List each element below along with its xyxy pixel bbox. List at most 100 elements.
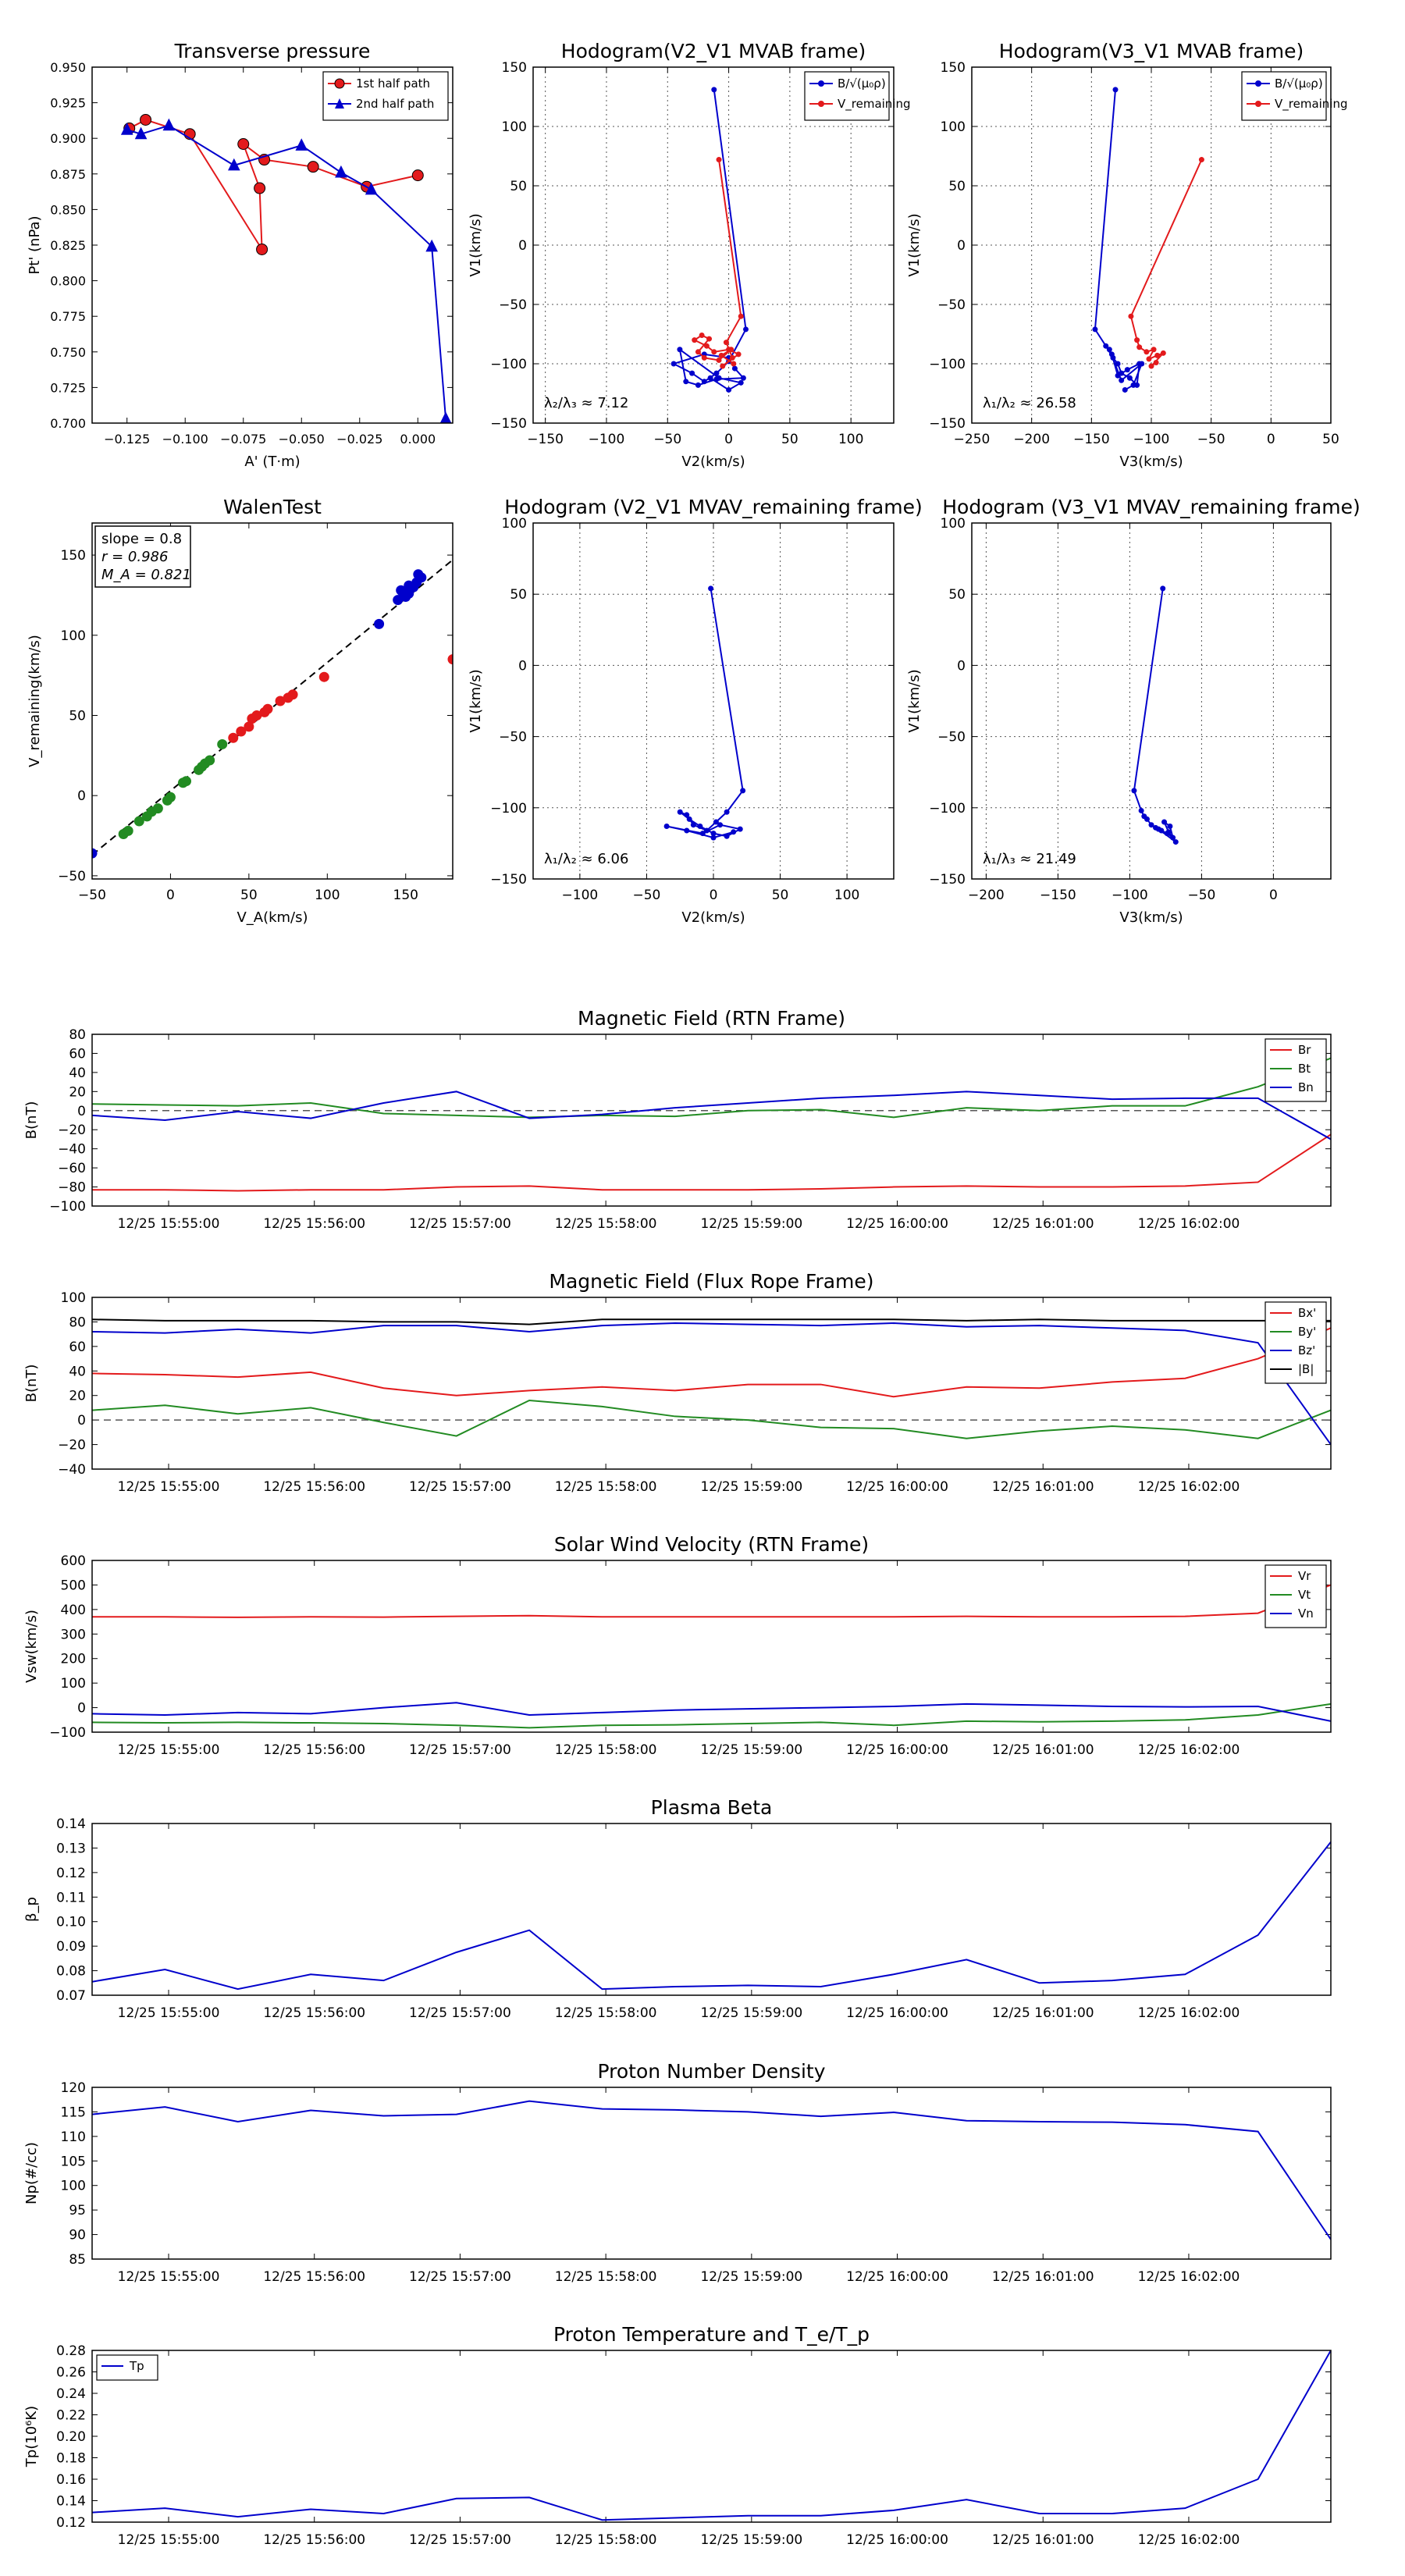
ts_tp-panel: 12/25 15:55:00 12/25 15:56:00 12/25 15:57:… — [23, 2323, 1332, 2548]
ts_beta-axes-frame — [91, 1823, 1332, 1996]
walen-series-2-point — [152, 803, 163, 814]
ts_rtn-xtick-label: 12/25 16:01:00 — [992, 1216, 1094, 1232]
h3-series-0-point — [724, 809, 730, 815]
ts_fr-ytick-label: 20 — [69, 1389, 86, 1404]
h4-xtick-label: −150 — [1040, 888, 1076, 903]
tp-series-0-line — [129, 119, 418, 253]
h2-series-0-line — [1094, 89, 1144, 391]
ts_rtn-legend-label: Br — [1298, 1043, 1311, 1057]
ts_tp-legend — [96, 2354, 158, 2381]
ts_rtn-axes-frame — [91, 1034, 1332, 1207]
h1-ytick-label: 150 — [502, 60, 527, 76]
ts_v-xtick-label: 12/25 16:02:00 — [1138, 1742, 1240, 1758]
h2-series-0-point — [1119, 377, 1125, 383]
tp-legend — [322, 71, 449, 121]
tp-series-1-point — [335, 165, 347, 178]
walen-fit-line — [92, 559, 453, 856]
ts_v-ytick-label: 0 — [77, 1701, 86, 1717]
ts_rtn-xtick-label: 12/25 15:56:00 — [263, 1216, 365, 1232]
walen-series-1-point — [447, 654, 453, 665]
walen-series-1-point — [228, 732, 239, 743]
tp-legend-marker — [335, 98, 344, 109]
ts_v-ytick-label: 100 — [61, 1676, 86, 1692]
h3-series-0-point — [708, 585, 714, 592]
ts_fr-ytick-label: −40 — [58, 1462, 86, 1478]
h1-xtick-label: 100 — [838, 432, 863, 447]
h4-axes-frame — [971, 522, 1332, 880]
ts_v-legend-label: Vt — [1298, 1588, 1311, 1602]
ts_v-ytick-label: 400 — [61, 1603, 86, 1618]
h3-ytick-label: −50 — [499, 730, 527, 745]
h1-ytick-label: 50 — [510, 179, 527, 194]
ts_beta-xtick-label: 12/25 16:00:00 — [846, 2005, 948, 2021]
ts_tp-ytick-label: 0.20 — [56, 2429, 86, 2445]
walen-series-1-point — [318, 671, 329, 682]
ts_rtn-legend-label: Bt — [1298, 1062, 1311, 1076]
ts_v-axes-frame — [91, 1560, 1332, 1733]
walen-series-1-point — [236, 726, 247, 737]
tp-series-1-point — [228, 158, 240, 171]
ts_fr-series-3-line — [92, 1318, 1331, 1325]
h3-series-0-point — [677, 809, 683, 815]
h1-series-0-point — [695, 382, 701, 388]
ts_np-ytick-label: 100 — [61, 2179, 86, 2194]
h1-data — [670, 87, 749, 393]
tp-legend-label: 1st half path — [356, 76, 430, 91]
h4-series-0-point — [1165, 829, 1172, 835]
ts_beta-ytick-label: 0.09 — [56, 1939, 86, 1955]
h1-series-0-line — [671, 89, 747, 391]
tp-ytick-label: 0.950 — [50, 60, 86, 75]
tp-ytick-label: 0.900 — [50, 131, 86, 146]
ts_v-ytick-label: −100 — [49, 1725, 86, 1741]
h1-series-1-point — [706, 336, 713, 342]
tp-series-1-point — [365, 182, 378, 195]
ts_rtn-xtick-label: 12/25 15:55:00 — [118, 1216, 220, 1232]
tp-xtick-label: −0.050 — [279, 432, 325, 447]
ts_beta-xtick-label: 12/25 15:58:00 — [555, 2005, 657, 2021]
tp-xtick-label: −0.025 — [336, 432, 382, 447]
h4-series-0-point — [1138, 807, 1144, 813]
tp-series-0-point — [254, 182, 266, 194]
tp-series-0-point — [307, 161, 319, 173]
h4-series-0-point — [1155, 826, 1161, 832]
ts_fr-panel: 12/25 15:55:00 12/25 15:56:00 12/25 15:57:… — [23, 1270, 1332, 1495]
ts_fr-ytick-label: −20 — [58, 1438, 86, 1453]
h4-ytick-label: 100 — [941, 516, 966, 532]
ts_rtn-series-2-line — [92, 1091, 1331, 1140]
h1-series-0-point — [670, 361, 677, 367]
h4-series-0-point — [1160, 585, 1166, 592]
h3-xtick-label: −100 — [562, 888, 599, 903]
ts_v-ytick-label: 500 — [61, 1578, 86, 1593]
ts_v-ylabel: Vsw(km/s) — [23, 1610, 40, 1683]
tp-series-1-point — [120, 123, 133, 135]
walen-series-0-point — [404, 580, 414, 591]
ts_beta-ytick-label: 0.14 — [56, 1816, 86, 1832]
h2-legend-marker — [1255, 80, 1261, 87]
h4-xtick-label: −50 — [1187, 888, 1215, 903]
h1-ytick-label: −150 — [490, 416, 527, 432]
h3-title: Hodogram (V2_V1 MVAV_remaining frame) — [504, 496, 923, 518]
ts_rtn-xtick-label: 12/25 15:59:00 — [700, 1216, 802, 1232]
h2-annotation: λ₁/λ₂ ≈ 26.58 — [983, 395, 1076, 411]
h3-series-0-point — [737, 826, 743, 832]
ts_rtn-xtick-label: 12/25 16:00:00 — [846, 1216, 948, 1232]
ts_fr-data — [92, 1318, 1331, 1446]
h2-series-1-point — [1153, 359, 1159, 365]
tp-ytick-label: 0.800 — [50, 274, 86, 289]
h3-panel: −100 −50 0 50 100 −150 −100 −50 0 50 100 V2(km/s) V1… — [468, 496, 923, 926]
ts_tp-ytick-label: 0.18 — [56, 2451, 86, 2467]
ts_fr-ytick-label: 60 — [69, 1340, 86, 1355]
h2-series-0-point — [1122, 386, 1128, 393]
tp-series-0-point — [411, 169, 424, 182]
walen-ytick-label: 0 — [77, 788, 86, 804]
tp-xtick-label: 0.000 — [400, 432, 436, 447]
tp-xtick-label: −0.125 — [104, 432, 150, 447]
h3-series-0-point — [731, 829, 737, 835]
h4-ytick-label: −100 — [929, 801, 966, 817]
ts_rtn-ylabel: B(nT) — [23, 1101, 40, 1140]
ts_fr-series-1-line — [92, 1399, 1331, 1439]
ts_rtn-ytick-label: 40 — [69, 1066, 86, 1081]
h4-series-0-point — [1161, 819, 1168, 825]
h3-xtick-label: 100 — [834, 888, 859, 903]
ts_np-ytick-label: 85 — [69, 2252, 86, 2268]
